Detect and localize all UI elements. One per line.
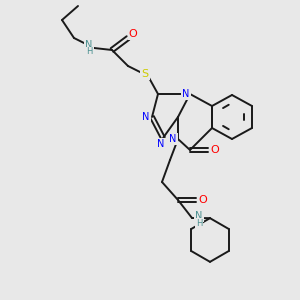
Text: N: N — [182, 89, 190, 99]
Text: N: N — [195, 211, 203, 221]
Text: H: H — [196, 218, 202, 227]
Text: N: N — [157, 139, 165, 149]
Text: O: O — [199, 195, 207, 205]
Text: N: N — [169, 134, 177, 144]
Text: S: S — [141, 69, 148, 79]
Text: O: O — [211, 145, 219, 155]
Text: N: N — [142, 112, 150, 122]
Text: N: N — [85, 40, 93, 50]
Text: H: H — [86, 47, 92, 56]
Text: O: O — [129, 29, 137, 39]
